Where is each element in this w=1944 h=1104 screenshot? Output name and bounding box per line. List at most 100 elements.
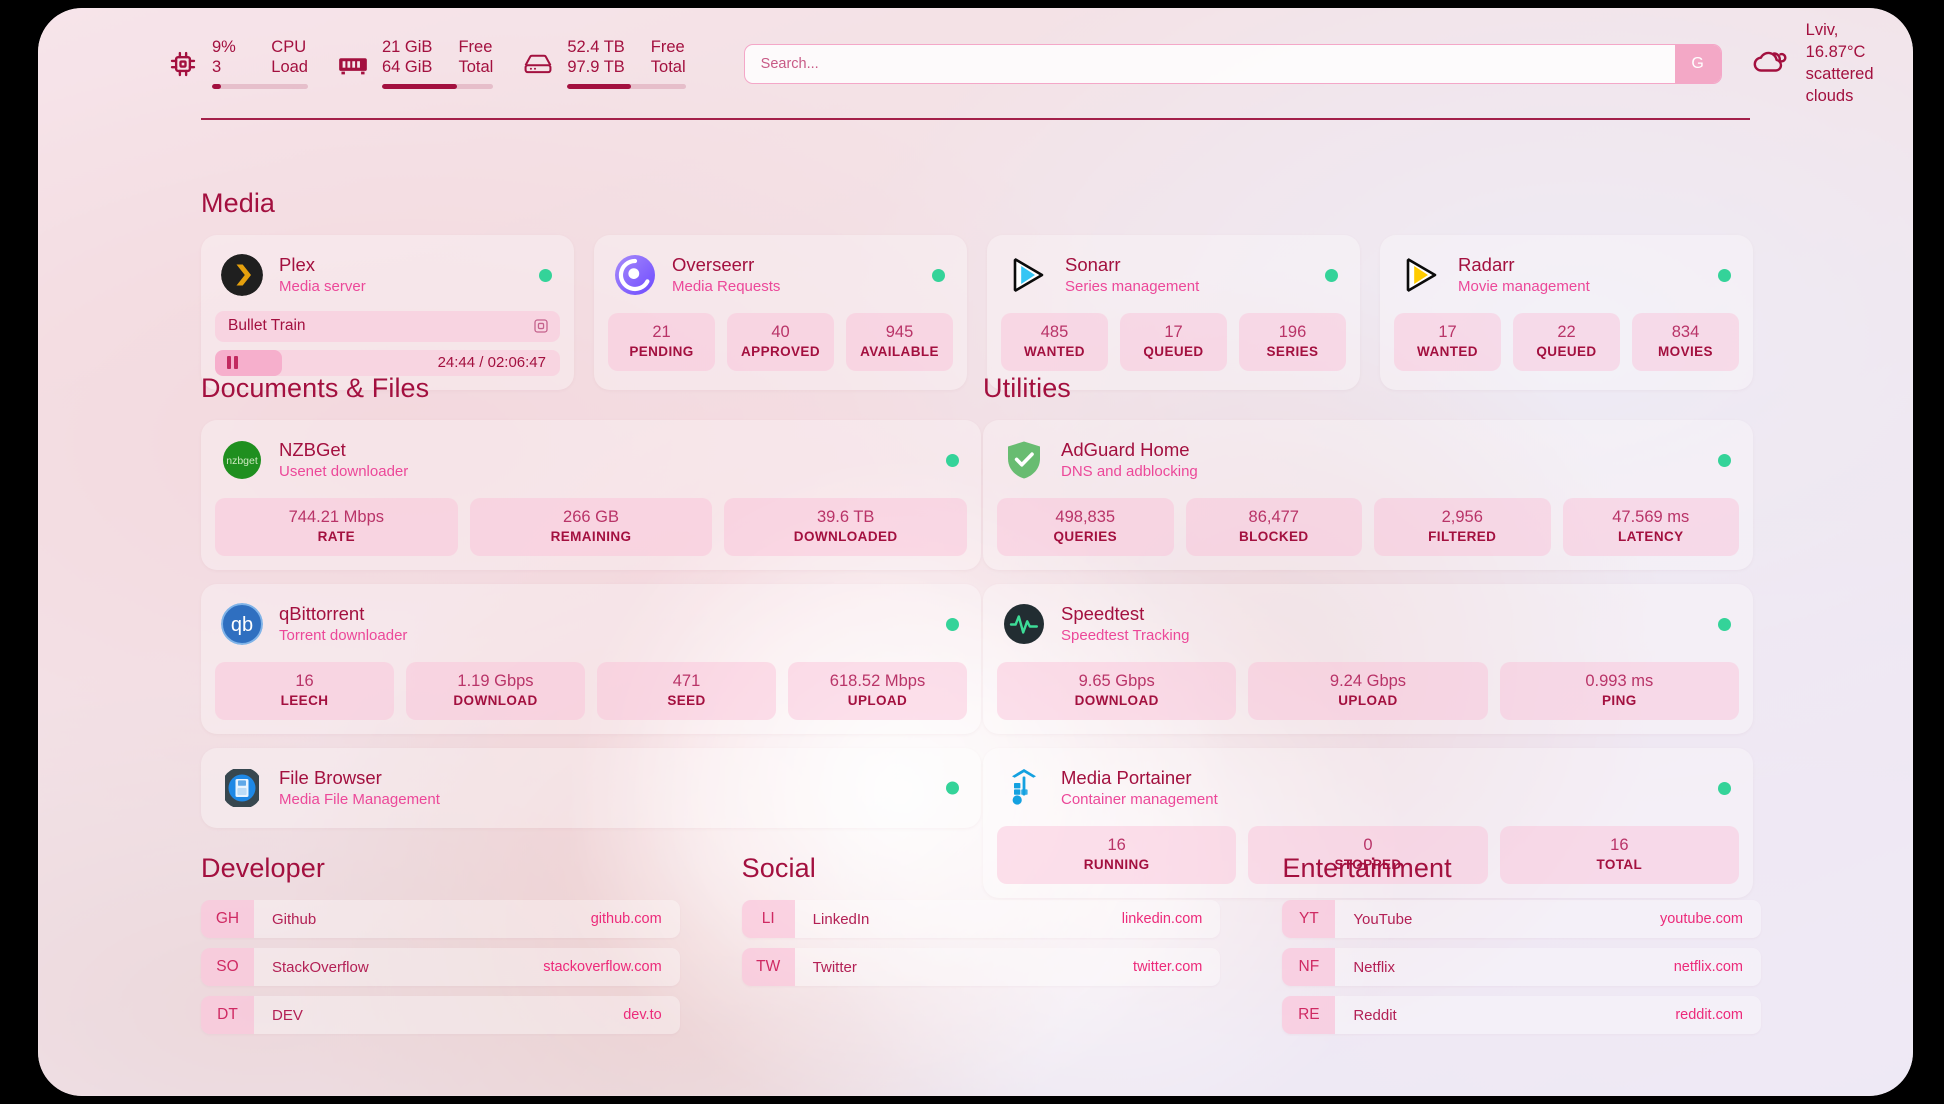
stat-value: 17 — [1438, 322, 1457, 341]
stat-tile[interactable]: 9.24 Gbps UPLOAD — [1248, 661, 1488, 721]
stat-tile[interactable]: 0.993 ms PING — [1499, 661, 1739, 721]
service-card-titles: File Browser Media File Management — [279, 766, 440, 810]
dashboard-page: 9% 3 CPU Load 21 GiB 64 GiB — [38, 8, 1913, 1096]
system-stat-memory-bar — [382, 84, 494, 90]
svg-text:nzbget: nzbget — [226, 455, 258, 467]
system-stat-memory-secondary-label: Total — [458, 58, 494, 76]
service-card-header: Overseerr Media Requests — [608, 249, 953, 301]
weather-temperature: Lviv, 16.87°C — [1805, 21, 1866, 62]
bookmark-url: youtube.com — [1659, 911, 1744, 927]
service-card-file-browser[interactable]: File Browser Media File Management — [201, 748, 981, 828]
service-card-plex[interactable]: Plex Media server Bullet Train 24:44 / 0… — [201, 235, 574, 390]
service-stats: 16 LEECH 1.19 Gbps DOWNLOAD 471 SEED 618… — [215, 661, 967, 721]
bookmark-group-title: Developer — [201, 853, 325, 883]
service-card-speedtest[interactable]: Speedtest Speedtest Tracking 9.65 Gbps D… — [983, 584, 1753, 735]
stat-value: 0 — [1363, 835, 1373, 854]
stat-tile[interactable]: 471 SEED — [597, 661, 776, 721]
bookmark-item[interactable]: GH Github github.com — [201, 900, 680, 938]
stat-label: DOWNLOADED — [793, 529, 898, 545]
system-stat-disk-secondary-value: 97.9 TB — [567, 58, 625, 76]
bookmark-item[interactable]: DT DEV dev.to — [201, 996, 680, 1034]
service-subtitle: DNS and adblocking — [1061, 463, 1198, 481]
pause-icon[interactable] — [227, 356, 238, 370]
search-box[interactable]: G — [743, 44, 1722, 84]
service-card-radarr[interactable]: Radarr Movie management 17 WANTED 22 QUE… — [1380, 235, 1753, 390]
bookmark-item[interactable]: SO StackOverflow stackoverflow.com — [201, 948, 680, 986]
system-stat-disk-secondary-label: Total — [650, 58, 686, 76]
stat-tile[interactable]: 47.569 ms LATENCY — [1562, 497, 1739, 557]
service-name: File Browser — [279, 767, 382, 789]
stat-tile[interactable]: 17 QUEUED — [1120, 312, 1227, 372]
system-stat-memory-primary-label: Free — [458, 37, 493, 56]
system-stat-cpu-secondary-value: 3 — [212, 58, 222, 76]
bookmark-item[interactable]: RE Reddit reddit.com — [1282, 996, 1762, 1034]
stat-tile[interactable]: 17 WANTED — [1394, 312, 1501, 372]
bookmark-badge: TW — [741, 948, 795, 986]
stat-label: QUEUED — [1536, 344, 1597, 360]
stat-value: 945 — [885, 322, 914, 341]
bookmark-badge: GH — [201, 900, 254, 938]
stat-tile[interactable]: 22 QUEUED — [1513, 312, 1620, 372]
stat-tile[interactable]: 21 PENDING — [608, 312, 715, 372]
stat-value: 9.65 Gbps — [1078, 671, 1155, 690]
stat-tile[interactable]: 86,477 BLOCKED — [1185, 497, 1362, 557]
stat-tile[interactable]: 945 AVAILABLE — [846, 312, 953, 372]
service-card-overseerr[interactable]: Overseerr Media Requests 21 PENDING 40 A… — [594, 235, 967, 390]
service-card-header: qb qBittorrent Torrent downloader — [215, 598, 967, 650]
stat-tile[interactable]: 196 SERIES — [1239, 312, 1346, 372]
system-stat-cpu-bar — [212, 84, 308, 90]
stat-tile[interactable]: 9.65 Gbps DOWNLOAD — [997, 661, 1237, 721]
service-card-sonarr[interactable]: Sonarr Series management 485 WANTED 17 Q… — [987, 235, 1360, 390]
service-card-titles: qBittorrent Torrent downloader — [279, 602, 407, 646]
stat-tile[interactable]: 16 TOTAL — [1499, 825, 1739, 885]
bookmark-item[interactable]: YT YouTube youtube.com — [1282, 900, 1762, 938]
stat-tile[interactable]: 16 LEECH — [215, 661, 394, 721]
service-subtitle: Usenet downloader — [279, 463, 409, 481]
stat-tile[interactable]: 485 WANTED — [1001, 312, 1108, 372]
stat-value: 0.993 ms — [1585, 671, 1654, 690]
bookmark-item[interactable]: LI LinkedIn linkedin.com — [741, 900, 1221, 938]
stat-label: WANTED — [1024, 344, 1085, 360]
portainer-icon — [1003, 767, 1045, 809]
now-playing-progress-bar[interactable]: 24:44 / 02:06:47 — [215, 349, 560, 376]
service-subtitle: Media server — [279, 278, 366, 296]
service-stats: 485 WANTED 17 QUEUED 196 SERIES — [1001, 312, 1346, 372]
stat-tile[interactable]: 266 GB REMAINING — [469, 497, 713, 557]
bookmark-item[interactable]: NF Netflix netflix.com — [1282, 948, 1762, 986]
cpu-icon — [168, 49, 198, 79]
service-card-qbittorrent[interactable]: qb qBittorrent Torrent downloader 16 LEE… — [201, 584, 981, 735]
stat-value: 16 — [1610, 835, 1629, 854]
system-stat-disk: 52.4 TB 97.9 TB Free Total — [523, 37, 686, 91]
search-submit-button[interactable]: G — [1674, 45, 1721, 83]
bookmark-list: GH Github github.com SO StackOverflow st… — [201, 900, 680, 1034]
bookmark-url: dev.to — [623, 1007, 662, 1023]
service-card-media-portainer[interactable]: Media Portainer Container management 16 … — [983, 748, 1753, 899]
stat-tile[interactable]: 39.6 TB DOWNLOADED — [724, 497, 968, 557]
service-card-adguard-home[interactable]: AdGuard Home DNS and adblocking 498,835 … — [983, 420, 1753, 571]
stat-label: UPLOAD — [1338, 693, 1398, 709]
stat-tile[interactable]: 744.21 Mbps RATE — [215, 497, 458, 557]
now-playing-title-row[interactable]: Bullet Train — [215, 310, 560, 342]
stat-tile[interactable]: 0 STOPPED — [1248, 825, 1488, 885]
stat-label: TOTAL — [1596, 857, 1643, 873]
weather-description: scattered clouds — [1805, 65, 1874, 105]
media-section-title: Media — [201, 188, 276, 218]
documents-section-title: Documents & Files — [201, 373, 430, 403]
bookmark-group-entertainment: Entertainment YT YouTube youtube.com NF … — [1282, 853, 1762, 1034]
search-input[interactable] — [744, 45, 1675, 83]
stat-tile[interactable]: 498,835 QUERIES — [997, 497, 1174, 557]
bookmark-item[interactable]: TW Twitter twitter.com — [741, 948, 1221, 986]
stat-tile[interactable]: 16 RUNNING — [997, 825, 1237, 885]
cast-icon[interactable] — [533, 318, 549, 334]
service-card-nzbget[interactable]: nzbget NZBGet Usenet downloader 744.21 M… — [201, 420, 981, 571]
stat-tile[interactable]: 834 MOVIES — [1632, 312, 1739, 372]
weather-widget[interactable]: Lviv, 16.87°C scattered clouds — [1750, 20, 1884, 107]
stat-tile[interactable]: 1.19 Gbps DOWNLOAD — [406, 661, 585, 721]
stat-tile[interactable]: 618.52 Mbps UPLOAD — [788, 661, 967, 721]
speedtest-icon — [1003, 603, 1045, 645]
stat-label: BLOCKED — [1238, 529, 1309, 545]
stat-tile[interactable]: 40 APPROVED — [727, 312, 834, 372]
system-stat-cpu-primary-value: 9% — [212, 37, 236, 56]
service-card-header: Radarr Movie management — [1394, 249, 1739, 301]
stat-tile[interactable]: 2,956 FILTERED — [1374, 497, 1551, 557]
